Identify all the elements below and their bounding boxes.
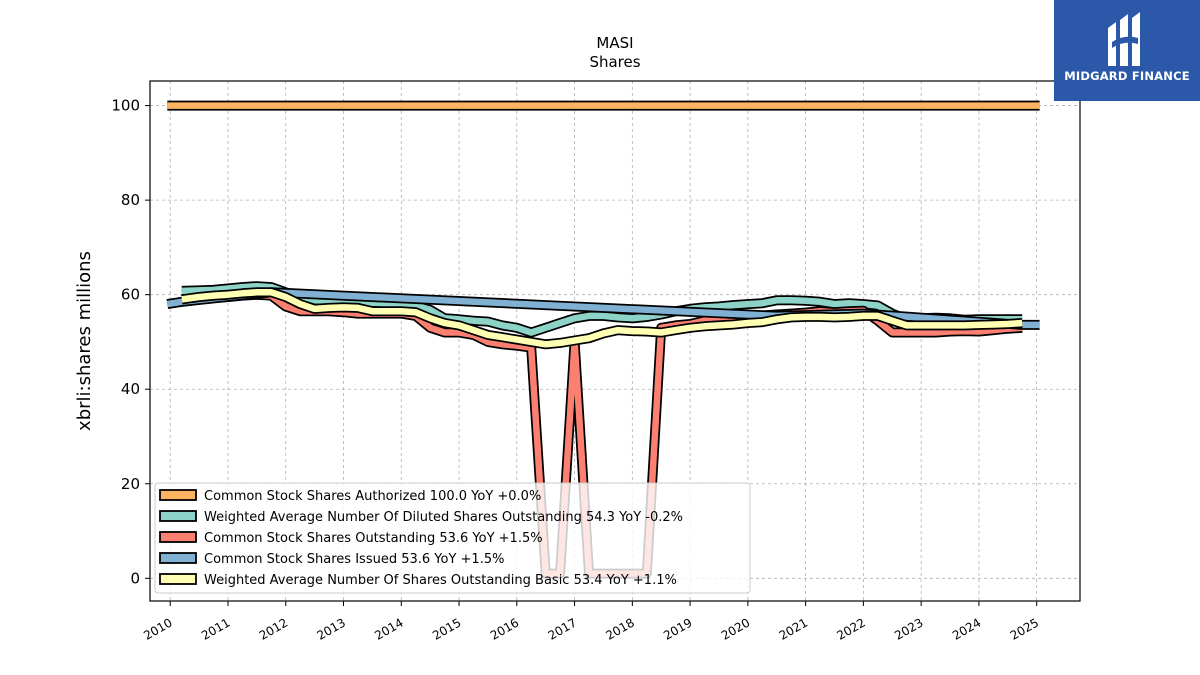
legend-item: Common Stock Shares Outstanding 53.6 YoY… bbox=[159, 531, 543, 546]
x-axis: 2010 2011 2012 2013 2014 2015 2016 2017 2018 2019… bbox=[141, 601, 1041, 643]
y-tick-label: 20 bbox=[121, 475, 140, 493]
legend-swatch bbox=[159, 510, 197, 522]
x-tick-label: 2014 bbox=[372, 615, 405, 642]
x-tick-label: 2013 bbox=[315, 615, 348, 642]
midgard-logo-icon bbox=[1108, 12, 1140, 66]
legend-label: Common Stock Shares Outstanding 53.6 YoY… bbox=[204, 531, 543, 546]
x-tick-label: 2018 bbox=[603, 615, 636, 642]
x-tick-label: 2010 bbox=[141, 615, 174, 642]
legend-label: Weighted Average Number Of Shares Outsta… bbox=[204, 573, 677, 588]
y-tick-label: 40 bbox=[121, 380, 140, 398]
legend-swatch bbox=[159, 489, 197, 501]
legend-swatch bbox=[159, 531, 197, 543]
chart-subtitle: Shares bbox=[589, 53, 640, 71]
x-tick-label: 2017 bbox=[546, 615, 579, 642]
x-tick-label: 2024 bbox=[950, 615, 983, 642]
x-tick-label: 2021 bbox=[777, 615, 810, 642]
x-tick-label: 2019 bbox=[661, 615, 694, 642]
y-tick-label: 0 bbox=[130, 569, 140, 587]
legend-label: Common Stock Shares Issued 53.6 YoY +1.5… bbox=[204, 552, 504, 567]
legend-swatch bbox=[159, 552, 197, 564]
y-tick-label: 60 bbox=[121, 286, 140, 304]
y-axis: 0 20 40 60 80 100 bbox=[111, 97, 150, 587]
legend-item: Weighted Average Number Of Diluted Share… bbox=[159, 510, 683, 525]
legend: Common Stock Shares Authorized 100.0 YoY… bbox=[154, 482, 751, 594]
chart-title: MASI bbox=[596, 34, 633, 52]
brand-name: MIDGARD FINANCE bbox=[1064, 69, 1190, 83]
x-tick-label: 2016 bbox=[488, 615, 521, 642]
legend-swatch bbox=[159, 573, 197, 585]
x-tick-label: 2012 bbox=[257, 615, 290, 642]
legend-label: Common Stock Shares Authorized 100.0 YoY… bbox=[204, 489, 541, 504]
legend-item: Weighted Average Number Of Shares Outsta… bbox=[159, 573, 677, 588]
x-tick-label: 2022 bbox=[834, 615, 867, 642]
plot-frame bbox=[149, 80, 1081, 602]
y-axis-label: xbrli:shares millions bbox=[74, 251, 95, 431]
x-tick-label: 2025 bbox=[1008, 615, 1041, 642]
legend-item: Common Stock Shares Authorized 100.0 YoY… bbox=[159, 489, 541, 504]
legend-item: Common Stock Shares Issued 53.6 YoY +1.5… bbox=[159, 552, 504, 567]
brand-logo: MIDGARD FINANCE bbox=[1054, 0, 1200, 101]
series-line bbox=[181, 287, 1023, 350]
series-stroke bbox=[181, 289, 1023, 348]
x-tick-label: 2023 bbox=[892, 615, 925, 642]
legend-box bbox=[154, 482, 751, 594]
x-tick-label: 2015 bbox=[430, 615, 463, 642]
x-tick-label: 2011 bbox=[199, 615, 232, 642]
y-tick-label: 100 bbox=[111, 97, 140, 115]
x-tick-label: 2020 bbox=[719, 615, 752, 642]
y-tick-label: 80 bbox=[121, 191, 140, 209]
legend-label: Weighted Average Number Of Diluted Share… bbox=[204, 510, 683, 525]
